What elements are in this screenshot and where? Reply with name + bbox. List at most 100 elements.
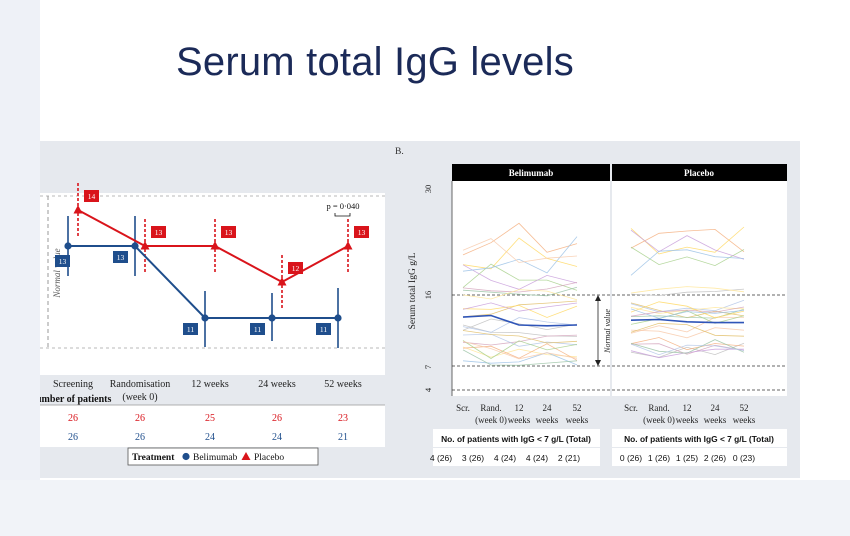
belimumab-patient-line xyxy=(462,222,578,256)
x-tick-label: Scr. xyxy=(624,403,638,413)
chart-b-y-tick-16: 16 xyxy=(423,291,433,300)
placebo-patient-line xyxy=(630,322,745,337)
x-tick-label: 52 xyxy=(740,403,749,413)
belimumab-patient-line xyxy=(462,334,578,346)
belimumab-value-label: 11 xyxy=(187,325,194,334)
belimumab-value-box xyxy=(183,323,198,335)
placebo-patient-line xyxy=(630,339,745,354)
belimumab-patient-line xyxy=(462,282,578,293)
chart-b-count-row-box-belimumab xyxy=(433,448,600,466)
belimumab-point xyxy=(64,242,72,250)
placebo-value-box xyxy=(221,226,236,238)
belimumab-count: 24 xyxy=(205,432,215,443)
chart-b-y-label: Serum total IgG g/L xyxy=(408,252,418,329)
placebo-patient-line xyxy=(630,316,745,334)
chart-a-p-bracket xyxy=(334,213,351,217)
belimumab-value-label: 13 xyxy=(117,253,125,262)
slide-title: Serum total IgG levels xyxy=(176,40,574,84)
chart-a-legend-marker-placebo xyxy=(241,452,251,460)
placebo-count: 23 xyxy=(338,413,348,424)
chart-a-marks: 13 13 11 11 11 14 13 13 12 13 xyxy=(55,183,369,348)
x-tick-label: weeks xyxy=(704,415,727,425)
belimumab-patient-line xyxy=(462,236,578,274)
placebo-count-cell: 2 (26) xyxy=(704,453,726,463)
belimumab-count-cell: 4 (24) xyxy=(526,453,548,463)
belimumab-count-cell: 3 (26) xyxy=(462,453,484,463)
belimumab-point xyxy=(131,242,139,250)
chart-a-legend-marker-belimumab xyxy=(182,452,190,461)
chart-b-count-header-placebo: No. of patients with IgG < 7 g/L (Total) xyxy=(624,434,774,444)
placebo-count-cell: 0 (26) xyxy=(620,453,642,463)
chart-a-x-label-randomisation: Randomisation xyxy=(110,379,171,390)
chart-b-count-row-box-placebo xyxy=(612,448,787,466)
chart-b-y-tick-7: 7 xyxy=(423,365,433,369)
chart-a-p-value: p = 0·040 xyxy=(326,201,359,211)
belimumab-patient-line xyxy=(462,300,578,318)
placebo-patient-line xyxy=(630,288,745,296)
panel-b: B. Belimumab Placebo 30 16 7 4 Serum tot… xyxy=(395,141,800,478)
chart-a-legend-box xyxy=(127,447,319,466)
belimumab-patient-line xyxy=(462,346,578,358)
placebo-point xyxy=(343,241,353,250)
chart-a-counts: 26 26 25 26 23 26 26 24 24 21 xyxy=(68,413,348,443)
belimumab-patient-line xyxy=(462,238,578,263)
placebo-value-box xyxy=(354,226,369,238)
chart-a-x-label-24-weeks: 24 weeks xyxy=(258,379,296,390)
chart-b-normal-label: Normal value xyxy=(603,309,612,354)
placebo-patient-line xyxy=(630,306,745,317)
placebo-value-label: 13 xyxy=(155,228,163,237)
belimumab-point xyxy=(334,314,342,322)
belimumab-point xyxy=(268,314,276,322)
x-tick-label: 24 xyxy=(711,403,721,413)
belimumab-count-cell: 4 (24) xyxy=(494,453,516,463)
x-tick-label: Rand. xyxy=(480,403,501,413)
placebo-count: 26 xyxy=(68,413,78,424)
placebo-patient-line xyxy=(630,229,745,260)
belimumab-patient-line xyxy=(462,302,578,312)
placebo-patient-line xyxy=(630,226,745,255)
placebo-count-cell: 1 (25) xyxy=(676,453,698,463)
belimumab-value-label: 13 xyxy=(59,257,67,266)
belimumab-count: 21 xyxy=(338,432,348,443)
x-tick-label: Rand. xyxy=(648,403,669,413)
placebo-point xyxy=(210,241,220,250)
placebo-value-label: 14 xyxy=(88,192,96,201)
chart-b-count-header-box-placebo xyxy=(612,429,787,447)
placebo-value-box xyxy=(288,262,303,274)
placebo-patient-line xyxy=(630,301,745,319)
belimumab-patient-line xyxy=(462,318,578,331)
chart-a-patients-header: umber of patients xyxy=(40,394,111,405)
chart-b-facet-title-belimumab: Belimumab xyxy=(509,168,554,178)
x-tick-label: (week 0) xyxy=(475,415,507,425)
placebo-value-label: 13 xyxy=(225,228,233,237)
chart-b-facet-title-placebo: Placebo xyxy=(684,168,714,178)
chart-b-facet-header-placebo xyxy=(612,164,787,181)
belimumab-value-label: 11 xyxy=(254,325,261,334)
belimumab-patient-line xyxy=(462,330,578,344)
chart-a-legend-label-belimumab: Belimumab xyxy=(193,453,238,463)
placebo-value-label: 13 xyxy=(358,228,366,237)
belimumab-patient-line xyxy=(462,333,578,347)
placebo-count: 26 xyxy=(135,413,145,424)
belimumab-patient-line xyxy=(462,317,578,333)
chart-a-x-label-52-weeks: 52 weeks xyxy=(324,379,362,390)
chart-b-panel-label: B. xyxy=(395,147,404,157)
x-tick-label: weeks xyxy=(733,415,756,425)
chart-b-y-tick-30: 30 xyxy=(423,185,433,194)
placebo-value-label: 12 xyxy=(292,264,300,273)
placebo-count-cell: 1 (26) xyxy=(648,453,670,463)
belimumab-patient-line xyxy=(462,340,578,359)
belimumab-value-box xyxy=(55,255,70,267)
belimumab-value-box xyxy=(316,323,331,335)
placebo-patient-line xyxy=(630,343,745,355)
belimumab-count-cell: 2 (21) xyxy=(558,453,580,463)
chart-b-plot-placebo xyxy=(612,181,787,396)
chart-b-plot-belimumab xyxy=(452,181,610,396)
chart-a-count-table xyxy=(40,405,385,447)
belimumab-patient-line xyxy=(462,343,578,361)
panel-a: Normal value p = 0·040 13 13 11 11 11 14 13 13 1… xyxy=(36,141,395,478)
placebo-point xyxy=(277,277,287,286)
placebo-patient-line xyxy=(630,343,745,356)
chart-a-x-label-week0: (week 0) xyxy=(122,392,157,403)
